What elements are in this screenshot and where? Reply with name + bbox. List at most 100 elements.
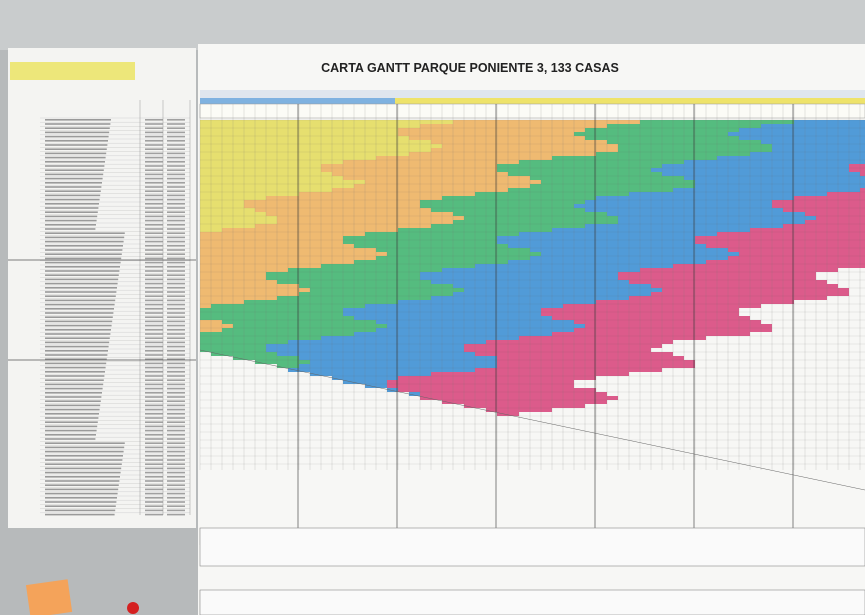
list-date xyxy=(167,468,185,470)
header-band xyxy=(200,90,865,98)
list-text xyxy=(45,190,101,192)
task-bar xyxy=(805,212,865,216)
task-bar xyxy=(860,188,865,192)
list-date xyxy=(145,384,163,386)
list-date xyxy=(145,123,163,125)
task-bar xyxy=(695,184,865,188)
task-bar xyxy=(772,200,865,204)
list-text xyxy=(45,228,95,230)
list-date xyxy=(145,354,163,356)
list-text xyxy=(45,316,113,318)
list-text xyxy=(45,123,110,125)
list-date xyxy=(145,186,163,188)
list-text xyxy=(45,337,110,339)
task-bar xyxy=(475,368,662,372)
list-date xyxy=(145,497,163,499)
task-bar xyxy=(200,324,233,328)
list-date xyxy=(145,136,163,138)
list-date xyxy=(167,480,185,482)
task-bar xyxy=(728,248,865,252)
list-text xyxy=(45,434,96,436)
list-date xyxy=(167,413,185,415)
list-date xyxy=(167,190,185,192)
task-bar xyxy=(794,120,865,124)
task-bar xyxy=(266,212,453,216)
task-bar xyxy=(651,284,838,288)
list-date xyxy=(145,228,163,230)
task-bar xyxy=(783,208,865,212)
list-date xyxy=(145,388,163,390)
list-date xyxy=(167,287,185,289)
task-bar xyxy=(574,320,761,324)
list-date xyxy=(167,342,185,344)
list-date xyxy=(167,312,185,314)
list-date xyxy=(145,304,163,306)
list-date xyxy=(167,266,185,268)
task-bar xyxy=(805,220,865,224)
list-date xyxy=(167,291,185,293)
task-bar xyxy=(200,140,431,144)
list-date xyxy=(145,291,163,293)
task-bar xyxy=(420,200,585,204)
task-bar xyxy=(530,184,695,188)
list-text xyxy=(45,447,124,449)
list-date xyxy=(145,463,163,465)
list-date xyxy=(167,426,185,428)
task-bar xyxy=(772,148,865,152)
list-date xyxy=(145,484,163,486)
list-date xyxy=(167,300,185,302)
task-bar xyxy=(200,312,343,316)
list-text xyxy=(45,468,121,470)
list-date xyxy=(145,232,163,234)
task-bar xyxy=(200,232,365,236)
task-bar xyxy=(200,160,343,164)
list-date xyxy=(145,371,163,373)
task-bar xyxy=(849,164,865,168)
list-date xyxy=(167,195,185,197)
task-bar xyxy=(200,296,277,300)
list-text xyxy=(45,144,107,146)
task-bar xyxy=(739,128,865,132)
list-date xyxy=(145,140,163,142)
list-date xyxy=(145,132,163,134)
list-date xyxy=(167,392,185,394)
list-text xyxy=(45,308,114,310)
list-date xyxy=(167,510,185,512)
list-date xyxy=(167,438,185,440)
list-date xyxy=(167,270,185,272)
list-text xyxy=(45,375,104,377)
list-date xyxy=(145,157,163,159)
task-bar xyxy=(200,216,277,220)
list-date xyxy=(167,472,185,474)
task-bar xyxy=(552,156,717,160)
list-date xyxy=(145,283,163,285)
task-bar xyxy=(200,120,453,124)
list-date xyxy=(167,140,185,142)
task-bar xyxy=(442,400,607,404)
list-date xyxy=(167,178,185,180)
list-date xyxy=(167,304,185,306)
list-text xyxy=(45,514,115,516)
task-bar xyxy=(673,188,860,192)
list-text xyxy=(45,367,106,369)
list-text xyxy=(45,270,119,272)
list-date xyxy=(167,501,185,503)
task-bar xyxy=(200,308,343,312)
list-date xyxy=(167,232,185,234)
list-date xyxy=(145,279,163,281)
task-bar xyxy=(739,136,865,140)
list-date xyxy=(145,476,163,478)
list-text xyxy=(45,321,112,323)
list-date xyxy=(167,249,185,251)
list-text xyxy=(45,426,97,428)
list-date xyxy=(167,262,185,264)
list-date xyxy=(145,199,163,201)
list-text xyxy=(45,300,115,302)
list-date xyxy=(145,258,163,260)
list-date xyxy=(167,417,185,419)
list-text xyxy=(45,207,98,209)
list-date xyxy=(167,350,185,352)
list-text xyxy=(45,295,116,297)
list-text xyxy=(45,451,124,453)
list-date xyxy=(145,413,163,415)
